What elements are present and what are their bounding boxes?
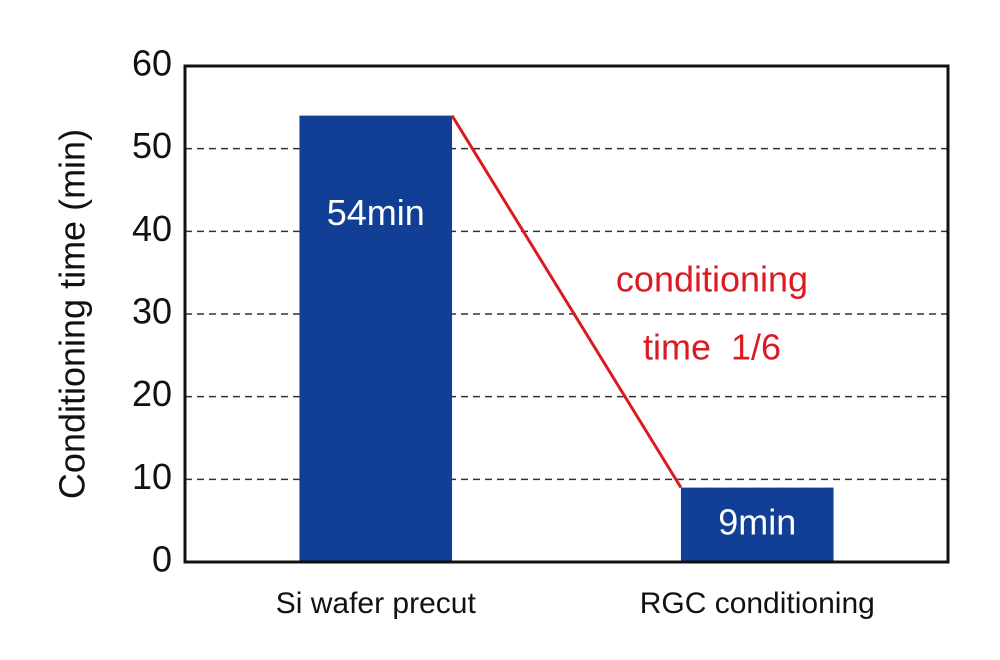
y-tick-label: 40	[132, 208, 172, 249]
y-tick-label: 10	[132, 456, 172, 497]
y-tick-label: 30	[132, 291, 172, 332]
bar	[299, 115, 453, 562]
connector-line	[450, 114, 683, 489]
value-label: 9min	[718, 501, 796, 542]
y-axis-label: Conditioning time (min)	[52, 129, 93, 499]
y-tick-label: 50	[132, 125, 172, 166]
annotation: conditioning	[616, 259, 808, 300]
y-tick-label: 60	[132, 43, 172, 84]
plot-frame	[183, 64, 950, 564]
bar	[680, 487, 834, 562]
x-tick-label: Si wafer precut	[276, 587, 477, 620]
y-tick-label: 20	[132, 373, 172, 414]
annotation: time 1/6	[643, 327, 781, 368]
value-label: 54min	[327, 192, 425, 233]
x-tick-label: RGC conditioning	[640, 587, 875, 620]
y-tick-label: 0	[152, 539, 172, 580]
